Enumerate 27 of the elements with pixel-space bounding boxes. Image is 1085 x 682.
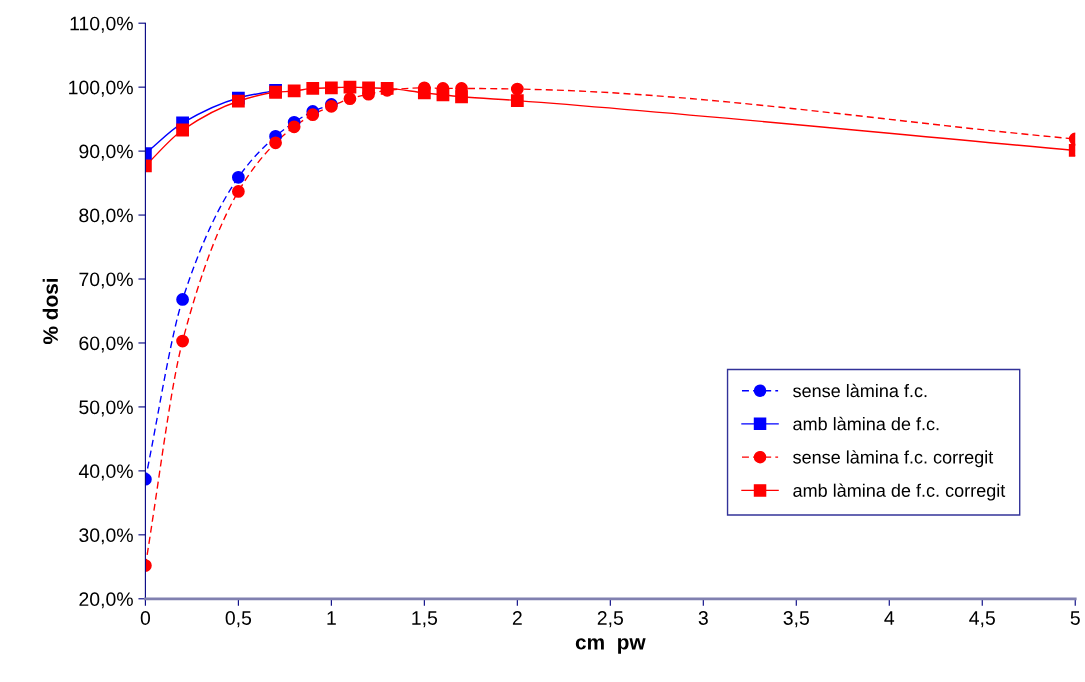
legend-label: sense làmina f.c.	[793, 383, 927, 398]
y-tick-label: 90,0%	[79, 144, 133, 161]
x-tick-label: 2	[512, 611, 522, 625]
x-tick-label: 5	[1070, 611, 1080, 625]
x-tick-label: 0	[140, 611, 151, 625]
legend-label: amb làmina de f.c. corregit	[793, 483, 1006, 501]
x-tick-label: 1	[327, 611, 336, 625]
x-tick-label: 3	[698, 611, 708, 625]
y-tick-label: 20,0%	[79, 592, 133, 609]
y-tick-label: 50,0%	[79, 400, 133, 417]
y-tick-label: 100,0%	[69, 80, 133, 97]
x-tick-label: 4,5	[969, 611, 995, 628]
y-tick-label: 30,0%	[79, 528, 133, 545]
legend-label: amb làmina de f.c.	[793, 416, 939, 431]
x-axis-title: cm pw	[575, 638, 646, 654]
x-tick-label: 2,5	[597, 611, 624, 628]
x-tick-label: 1,5	[412, 611, 438, 628]
legend-label: sense làmina f.c. corregit	[793, 450, 994, 468]
x-tick-label: 4	[884, 611, 895, 625]
y-axis-title: % dosi	[42, 278, 58, 345]
x-tick-label: 3,5	[783, 611, 809, 628]
y-tick-label: 70,0%	[79, 272, 133, 289]
y-tick-label: 80,0%	[79, 208, 133, 225]
y-tick-label: 40,0%	[78, 464, 133, 481]
x-tick-label: 0,5	[225, 611, 252, 628]
y-tick-label: 60,0%	[79, 336, 133, 353]
y-tick-label: 110,0%	[70, 16, 133, 33]
